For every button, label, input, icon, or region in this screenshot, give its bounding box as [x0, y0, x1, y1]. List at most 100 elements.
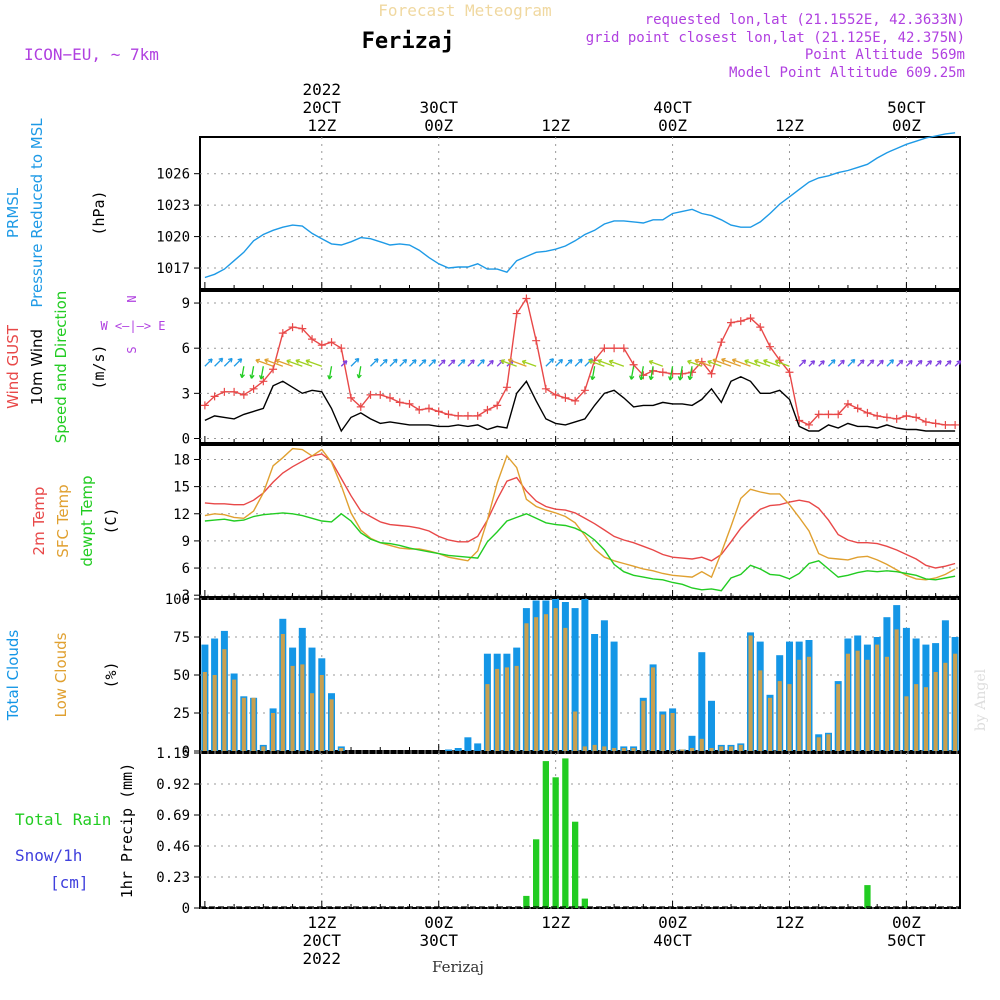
- top-time-label: 12Z: [307, 116, 336, 135]
- wind-arrow: [399, 358, 408, 367]
- y-tick-label: 25: [173, 706, 190, 722]
- low-cloud-bar: [884, 656, 889, 751]
- low-cloud-bar: [953, 653, 958, 751]
- wind-arrow: [712, 358, 732, 367]
- wind-arrow: [486, 359, 494, 367]
- gust-marker: [951, 420, 960, 429]
- wind-arrow-head: [578, 358, 583, 364]
- requested-coords: requested lon,lat (21.1552E, 42.3633N): [645, 12, 965, 28]
- wind-arrow-head: [694, 358, 700, 364]
- low-cloud-bar: [933, 672, 938, 751]
- total-cloud-bar: [688, 735, 696, 751]
- rain-bar: [552, 777, 559, 908]
- low-cloud-bar: [729, 746, 734, 751]
- wind-arrow: [944, 360, 952, 367]
- low-cloud-bar: [914, 684, 919, 751]
- gust-marker: [269, 365, 278, 374]
- low-cloud-bar: [621, 748, 626, 751]
- wind-arrow-head: [830, 359, 836, 364]
- wind-arrow-shaft: [630, 366, 635, 380]
- gust-marker: [727, 318, 736, 327]
- wind-arrow-shaft: [640, 366, 644, 380]
- wind-arrow: [935, 360, 942, 367]
- wind-arrow-head: [218, 357, 224, 363]
- total-cloud-bar: [454, 748, 462, 751]
- gust-marker: [424, 404, 433, 413]
- wind-arrow-shaft: [214, 357, 224, 367]
- low-cloud-bar: [709, 748, 714, 751]
- wind-arrow-head: [402, 358, 408, 364]
- wind-arrow-head: [470, 359, 475, 365]
- rain-legend: Total Rain: [15, 810, 111, 829]
- series-title: 10m Wind: [28, 329, 46, 405]
- gust-marker: [882, 413, 891, 422]
- gust-marker: [200, 401, 209, 410]
- wind-arrow: [608, 359, 625, 367]
- y-axis-label: (m/s): [90, 344, 108, 389]
- wind-arrow: [356, 366, 362, 379]
- gust-marker: [395, 398, 404, 407]
- wind-arrow-head: [774, 359, 780, 365]
- wind-arrow-head: [440, 359, 446, 365]
- low-cloud-bar: [826, 734, 831, 751]
- wind-arrow-shaft: [591, 366, 596, 380]
- low-cloud-bar: [310, 693, 315, 751]
- wind-arrow-shaft: [286, 359, 303, 367]
- wind-arrow-head: [731, 358, 737, 364]
- wind-arrow-shaft: [649, 360, 664, 367]
- wind-arrow: [286, 359, 303, 367]
- top-time-label: 20CT: [303, 98, 342, 117]
- gust-marker: [366, 390, 375, 399]
- gust-marker: [220, 387, 229, 396]
- compass-west-east: W <—|—> E: [100, 319, 165, 333]
- wind-arrow: [687, 359, 703, 367]
- wind-arrow-shaft: [763, 359, 780, 367]
- wind-arrow-head: [946, 360, 952, 365]
- wind-arrow-head: [228, 357, 233, 363]
- low-cloud-bar: [797, 659, 802, 751]
- bottom-time-label: 20CT: [303, 931, 342, 950]
- wind-arrow: [774, 359, 790, 367]
- bottom-time-label: 30CT: [419, 931, 458, 950]
- gust-marker: [931, 419, 940, 428]
- wind-arrow-shaft: [295, 359, 313, 367]
- wind-arrow: [648, 359, 664, 367]
- wind-arrow-shaft: [260, 366, 264, 380]
- gust-marker: [298, 324, 307, 333]
- low-cloud-bar: [845, 653, 850, 751]
- low-cloud-bar: [329, 699, 334, 751]
- low-cloud-bar: [524, 623, 529, 751]
- gust-marker: [454, 411, 463, 420]
- series-line-prmsl: [204, 132, 956, 279]
- wind-arrow-shaft: [935, 360, 942, 367]
- panel-pressure: 1017 1020 1023 1026 (hPa) PRMSL Pressure Reduc…: [4, 118, 961, 308]
- wind-arrow: [668, 366, 674, 381]
- wind-arrow-shaft: [305, 359, 323, 367]
- wind-arrow: [389, 358, 398, 367]
- bottom-time-label: 2022: [303, 949, 342, 968]
- y-tick-label: 12: [173, 507, 190, 523]
- y-tick-label: 100: [165, 592, 190, 608]
- wind-arrow: [721, 357, 741, 367]
- series-title: Pressure Reduced to MSL: [28, 118, 46, 308]
- wind-arrow-head: [264, 358, 269, 364]
- model-altitude: Model Point Altitude 609.25m: [729, 65, 965, 81]
- gust-marker: [473, 411, 482, 420]
- low-cloud-bar: [806, 656, 811, 751]
- wind-arrow-shaft: [905, 360, 913, 367]
- series-line-dewpt-temp: [204, 512, 956, 592]
- wind-arrow: [857, 359, 865, 367]
- wind-arrow-shaft: [275, 359, 293, 367]
- bottom-time-label: 50CT: [887, 931, 926, 950]
- low-cloud-bar: [485, 684, 490, 751]
- wind-arrow-head: [753, 359, 759, 365]
- wind-arrow-head: [889, 359, 895, 364]
- gust-marker: [278, 329, 287, 338]
- wind-arrow: [457, 359, 466, 367]
- wind-arrow-shaft: [204, 358, 213, 367]
- wind-arrow-head: [721, 357, 726, 363]
- y-tick-label: 0.69: [156, 808, 190, 824]
- gust-marker: [668, 369, 677, 378]
- series-line-sfc-temp: [204, 447, 956, 581]
- wind-arrow: [214, 357, 224, 367]
